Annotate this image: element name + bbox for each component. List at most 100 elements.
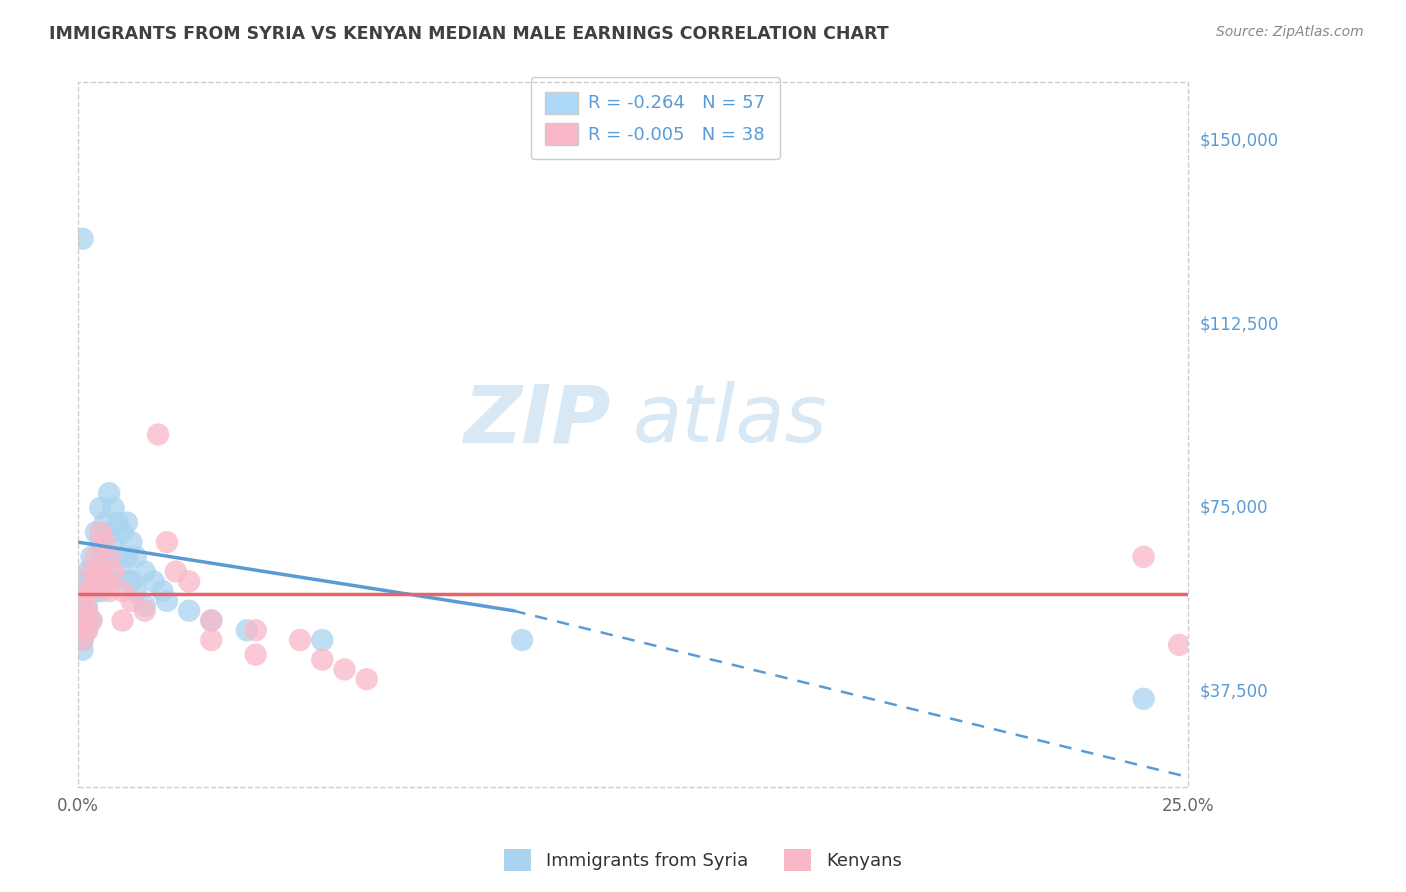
Point — [72, 604, 94, 618]
Point — [89, 565, 111, 579]
Point — [142, 574, 165, 589]
Point — [80, 614, 103, 628]
Point — [84, 584, 107, 599]
Point — [89, 584, 111, 599]
Legend: R = -0.264   N = 57, R = -0.005   N = 38: R = -0.264 N = 57, R = -0.005 N = 38 — [530, 77, 780, 159]
Point — [146, 427, 169, 442]
Point — [89, 565, 111, 579]
Text: ZIP: ZIP — [464, 382, 610, 459]
Bar — [79, 82, 1188, 787]
Point — [288, 633, 311, 648]
Point — [1168, 638, 1191, 652]
Point — [76, 584, 98, 599]
Point — [76, 624, 98, 638]
Point — [76, 624, 98, 638]
Point — [80, 584, 103, 599]
Text: $37,500: $37,500 — [1199, 682, 1268, 700]
Point — [1132, 549, 1154, 564]
Text: $150,000: $150,000 — [1199, 132, 1278, 150]
Point — [120, 574, 142, 589]
Point — [179, 574, 201, 589]
Point — [125, 549, 148, 564]
Point — [72, 633, 94, 648]
Point — [80, 574, 103, 589]
Point — [152, 584, 174, 599]
Point — [84, 525, 107, 540]
Point — [72, 624, 94, 638]
Legend: Immigrants from Syria, Kenyans: Immigrants from Syria, Kenyans — [498, 842, 908, 879]
Point — [125, 584, 148, 599]
Point — [89, 535, 111, 549]
Point — [80, 565, 103, 579]
Text: $112,500: $112,500 — [1199, 316, 1278, 334]
Point — [111, 584, 134, 599]
Point — [72, 614, 94, 628]
Point — [72, 599, 94, 613]
Point — [103, 500, 125, 515]
Point — [72, 594, 94, 608]
Point — [111, 614, 134, 628]
Point — [98, 525, 121, 540]
Point — [89, 500, 111, 515]
Point — [103, 535, 125, 549]
Point — [80, 614, 103, 628]
Point — [107, 516, 129, 530]
Point — [72, 574, 94, 589]
Point — [245, 648, 267, 662]
Point — [98, 584, 121, 599]
Point — [200, 633, 222, 648]
Point — [156, 594, 179, 608]
Point — [1132, 691, 1154, 706]
Point — [98, 574, 121, 589]
Point — [84, 549, 107, 564]
Point — [94, 549, 117, 564]
Point — [333, 662, 356, 676]
Text: $75,000: $75,000 — [1199, 499, 1268, 516]
Point — [236, 624, 259, 638]
Point — [134, 599, 156, 613]
Point — [311, 652, 333, 666]
Text: IMMIGRANTS FROM SYRIA VS KENYAN MEDIAN MALE EARNINGS CORRELATION CHART: IMMIGRANTS FROM SYRIA VS KENYAN MEDIAN M… — [49, 25, 889, 43]
Point — [94, 535, 117, 549]
Point — [156, 535, 179, 549]
Point — [107, 549, 129, 564]
Point — [76, 614, 98, 628]
Text: atlas: atlas — [633, 382, 828, 459]
Point — [120, 535, 142, 549]
Point — [103, 565, 125, 579]
Point — [179, 604, 201, 618]
Point — [111, 565, 134, 579]
Point — [245, 624, 267, 638]
Point — [120, 594, 142, 608]
Point — [98, 549, 121, 564]
Point — [134, 604, 156, 618]
Point — [84, 565, 107, 579]
Point — [98, 486, 121, 500]
Point — [72, 642, 94, 657]
Point — [76, 604, 98, 618]
Point — [311, 633, 333, 648]
Point — [84, 574, 107, 589]
Point — [134, 565, 156, 579]
Point — [165, 565, 187, 579]
Point — [72, 614, 94, 628]
Point — [72, 232, 94, 246]
Point — [72, 624, 94, 638]
Point — [200, 614, 222, 628]
Point — [94, 516, 117, 530]
Point — [89, 525, 111, 540]
Point — [200, 614, 222, 628]
Point — [356, 672, 378, 686]
Point — [510, 633, 533, 648]
Point — [111, 525, 134, 540]
Point — [80, 584, 103, 599]
Point — [115, 574, 138, 589]
Text: Source: ZipAtlas.com: Source: ZipAtlas.com — [1216, 25, 1364, 39]
Point — [76, 565, 98, 579]
Point — [76, 599, 98, 613]
Point — [115, 516, 138, 530]
Point — [94, 574, 117, 589]
Point — [115, 549, 138, 564]
Point — [98, 549, 121, 564]
Point — [80, 549, 103, 564]
